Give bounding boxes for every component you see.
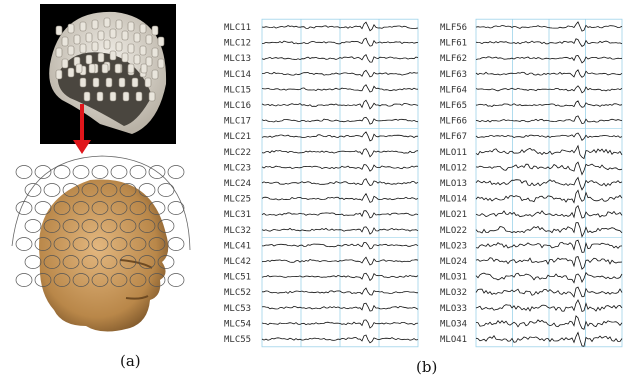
left-channel-label: MLC17	[224, 117, 251, 127]
left-trace	[261, 21, 419, 32]
left-channel-label: MLC12	[224, 39, 251, 49]
left-trace	[261, 334, 419, 344]
left-trace	[261, 241, 419, 250]
right-channel-label: MLO32	[440, 288, 467, 298]
right-trace	[475, 55, 623, 64]
right-channel-label: MLF66	[440, 117, 467, 127]
left-trace	[262, 287, 419, 296]
left-trace	[261, 37, 419, 47]
left-trace	[261, 210, 419, 219]
right-channel-label: MLO11	[440, 148, 467, 158]
left-trace	[261, 272, 419, 282]
left-trace	[261, 99, 419, 110]
right-channel-label: MLO14	[440, 195, 467, 205]
right-trace	[475, 331, 623, 347]
right-trace	[475, 271, 623, 284]
right-trace	[475, 222, 623, 238]
left-channel-label: MLC13	[224, 54, 251, 64]
right-trace	[475, 132, 623, 141]
right-trace	[475, 21, 623, 32]
right-trace	[475, 85, 623, 94]
left-channel-label: MLC42	[224, 257, 251, 267]
right-channel-label: MLO34	[440, 319, 467, 329]
meg-sensor-helmet-icon	[49, 11, 167, 134]
right-trace	[475, 69, 623, 78]
left-trace	[261, 302, 419, 312]
right-channel-label: MLF64	[440, 85, 467, 95]
left-trace	[261, 53, 419, 63]
right-channel-label: MLF63	[440, 70, 467, 80]
head-model	[2, 150, 198, 346]
left-channel-label: MLC25	[224, 195, 251, 205]
left-trace	[261, 178, 419, 186]
right-channel-label: MLF67	[440, 132, 467, 142]
right-channel-label: MLO21	[440, 210, 467, 220]
head-with-sensor-mesh-icon	[11, 155, 191, 332]
left-trace	[261, 164, 419, 172]
right-trace	[475, 144, 623, 160]
left-channel-label: MLC31	[224, 210, 251, 220]
left-trace	[261, 256, 419, 266]
right-trace	[475, 100, 623, 108]
left-channel-label: MLC53	[224, 304, 251, 314]
right-channel-label: MLF62	[440, 54, 467, 64]
right-channel-label: MLO12	[440, 163, 467, 173]
left-channel-label: MLC22	[224, 148, 251, 158]
right-trace	[475, 161, 623, 176]
caption-a: (a)	[120, 352, 141, 370]
left-channel-label: MLC23	[224, 163, 251, 173]
sensor-array-photo	[40, 4, 176, 144]
right-channel-label: MLF61	[440, 39, 467, 49]
right-channel-label: MLO23	[440, 241, 467, 251]
down-arrow	[73, 104, 91, 154]
right-trace	[475, 239, 623, 253]
left-channel-label: MLC21	[224, 132, 251, 142]
left-trace	[261, 131, 419, 142]
right-channel-label: MLF65	[440, 101, 467, 111]
right-channel-label: MLF56	[440, 23, 467, 33]
left-channel-label: MLC52	[224, 288, 251, 298]
left-channel-label: MLC14	[224, 70, 251, 80]
right-trace	[475, 286, 623, 298]
left-channel-label: MLC51	[224, 273, 251, 283]
left-trace	[261, 192, 419, 203]
left-channel-label: MLC16	[224, 101, 251, 111]
right-trace	[475, 299, 623, 313]
left-channel-label: MLC54	[224, 319, 251, 329]
right-channel-label: MLO41	[440, 335, 467, 345]
right-channel-label: MLO33	[440, 304, 467, 314]
right-trace-block: MLF56 MLF61 MLF62 MLF63 MLF64 MLF65 MLF66 MLF67…	[440, 18, 623, 348]
left-trace	[261, 69, 419, 78]
left-trace	[261, 84, 419, 93]
left-channel-label: MLC41	[224, 241, 251, 251]
left-trace	[261, 319, 419, 329]
left-channel-label: MLC11	[224, 23, 251, 33]
left-trace	[261, 148, 419, 158]
left-channel-label: MLC55	[224, 335, 251, 345]
caption-b: (b)	[416, 358, 438, 376]
left-channel-label: MLC15	[224, 85, 251, 95]
right-channel-label: MLO22	[440, 226, 467, 236]
right-channel-label: MLO24	[440, 257, 467, 267]
right-trace	[475, 315, 623, 330]
left-trace	[261, 226, 419, 235]
right-trace	[475, 255, 623, 270]
right-trace	[475, 189, 623, 204]
left-trace	[261, 116, 419, 125]
right-channel-label: MLO31	[440, 273, 467, 283]
right-trace	[475, 38, 623, 47]
left-channel-label: MLC32	[224, 226, 251, 236]
right-channel-label: MLO13	[440, 179, 467, 189]
right-trace	[475, 176, 623, 191]
right-trace	[475, 115, 623, 125]
right-trace	[475, 204, 623, 219]
left-channel-label: MLC24	[224, 179, 251, 189]
left-trace-block: MLC11 MLC12 MLC13 MLC14 MLC15 MLC16 MLC17 MLC21…	[224, 18, 419, 348]
